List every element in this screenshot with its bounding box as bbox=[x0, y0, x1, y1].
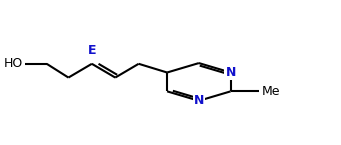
Text: Me: Me bbox=[262, 85, 280, 98]
Text: N: N bbox=[225, 66, 236, 79]
Text: N: N bbox=[194, 94, 204, 107]
Text: E: E bbox=[88, 44, 96, 57]
Text: HO: HO bbox=[3, 57, 23, 70]
